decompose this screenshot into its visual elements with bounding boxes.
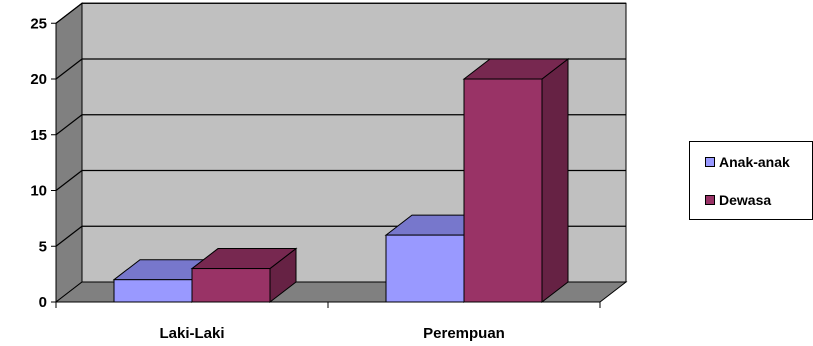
x-category-label: Perempuan: [423, 325, 505, 342]
y-axis-ticks: 0 5 10 15 20 25: [30, 15, 56, 311]
legend-item-anak-anak: Anak-anak: [705, 154, 790, 170]
x-axis-labels: Laki-Laki Perempuan: [159, 325, 504, 342]
bars: [112, 57, 570, 304]
gridline: [55, 2, 626, 24]
axes: [55, 23, 601, 308]
y-tick-label: 20: [30, 71, 47, 88]
side-wall: [55, 2, 83, 304]
y-tick-label: 5: [39, 238, 47, 255]
y-tick-label: 10: [30, 183, 47, 200]
y-tick-label: 25: [30, 15, 47, 32]
legend-label-dewasa: Dewasa: [719, 192, 772, 208]
y-tick-label: 15: [30, 127, 47, 144]
legend-label-anak-anak: Anak-anak: [719, 154, 790, 170]
bar-front: [191, 268, 271, 303]
gridline: [55, 114, 626, 136]
x-category-label: Laki-Laki: [159, 325, 224, 342]
y-tick-label: 0: [39, 294, 47, 311]
bar-dewasa-laki-laki: [190, 247, 298, 304]
gridline: [55, 58, 626, 80]
bar-front: [113, 279, 193, 303]
bar-dewasa-perempuan: [462, 57, 570, 304]
gridline: [55, 169, 626, 191]
bar-side: [541, 57, 569, 304]
bar-front: [385, 234, 465, 303]
legend-item-dewasa: Dewasa: [705, 192, 771, 208]
legend-swatch-dewasa: [705, 195, 715, 205]
bar-front: [463, 78, 543, 303]
legend-swatch-anak-anak: [705, 157, 715, 167]
legend: Anak-anak Dewasa: [689, 141, 813, 220]
